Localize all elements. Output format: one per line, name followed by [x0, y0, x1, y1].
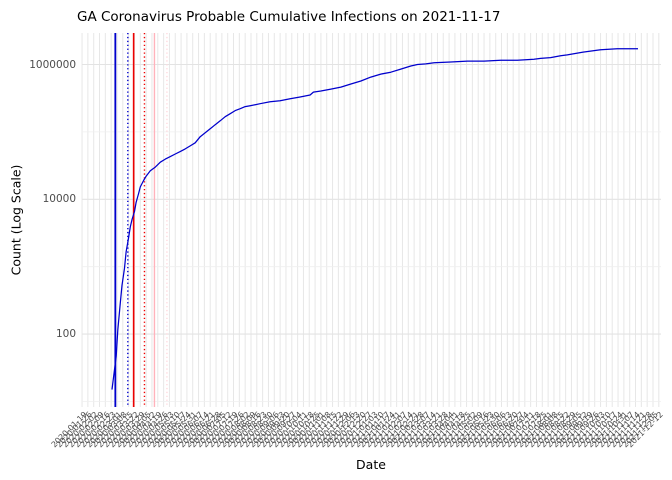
infections-line	[111, 48, 638, 390]
y-axis-title: Count (Log Scale)	[8, 164, 24, 276]
y-tick-label: 100	[55, 328, 76, 341]
y-tick-label: 10000	[42, 193, 76, 206]
y-tick-label: 1000000	[29, 58, 76, 71]
chart-title: GA Coronavirus Probable Cumulative Infec…	[77, 9, 501, 25]
x-axis-title: Date	[356, 457, 386, 472]
